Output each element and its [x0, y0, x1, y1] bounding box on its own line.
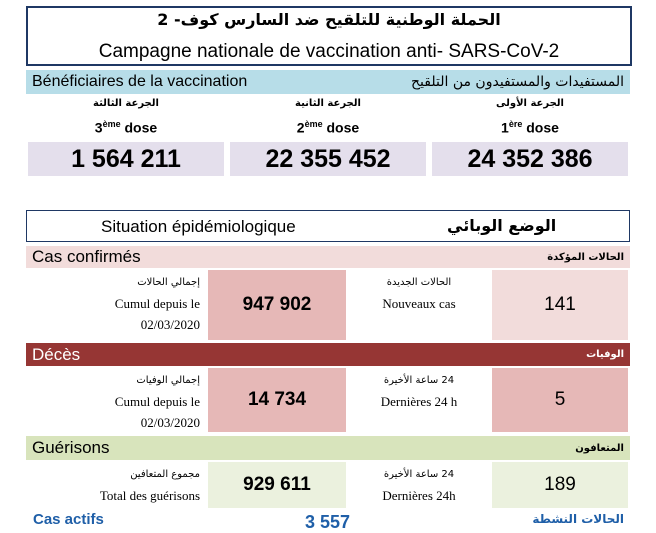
- total-label-fr: Cumul depuis le: [114, 296, 200, 311]
- epi-title-ar: الوضع الوبائي: [447, 216, 557, 235]
- dose-label-ar: الجرعة الأولى: [496, 98, 564, 109]
- section-bar: Décès الوفيات: [26, 343, 630, 366]
- active-label-ar: الحالات النشطة: [532, 512, 624, 526]
- recent-value: 5: [492, 368, 628, 432]
- section-bar: Guérisons المتعافون: [26, 436, 630, 460]
- total-label-ar: إجمالي الوفيات: [136, 375, 200, 386]
- total-value: 947 902: [208, 270, 346, 340]
- dose-number: 3: [94, 119, 103, 136]
- section-label-fr: Guérisons: [32, 438, 110, 457]
- dose-label-fr: 1ère dose: [432, 119, 628, 136]
- header-box: الحملة الوطنية للتلقيح ضد السارس كوف- 2 …: [26, 6, 632, 66]
- section-label-fr: Cas confirmés: [32, 247, 141, 266]
- recent-label-fr: Nouveaux cas: [382, 296, 456, 311]
- dose-label-ar: الجرعة الثانية: [295, 98, 361, 109]
- recent-label-fr: Dernières 24h: [382, 488, 456, 503]
- total-date: 02/03/2020: [140, 415, 200, 430]
- dose-number: 2: [296, 119, 305, 136]
- total-value: 929 611: [208, 462, 346, 508]
- vaccination-bar: Bénéficiaires de la vaccination المستفيد…: [26, 70, 630, 94]
- dose-number: 1: [501, 119, 509, 136]
- section-label-fr: Décès: [32, 344, 81, 364]
- total-cell: مجموع المتعافين Total des guérisons: [26, 462, 206, 508]
- dose-suffix: ère: [508, 119, 523, 129]
- dose-label-fr: 3ème dose: [28, 119, 224, 136]
- total-value: 14 734: [208, 368, 346, 432]
- dose-word: dose: [124, 119, 158, 136]
- recent-value: 141: [492, 270, 628, 340]
- dose-suffix: ème: [102, 119, 121, 129]
- dose-value: 1 564 211: [28, 142, 224, 176]
- section-label-ar: المتعافون: [575, 442, 624, 454]
- active-label-fr: Cas actifs: [33, 511, 104, 528]
- recent-label-ar: 24 ساعة الأخيرة: [383, 469, 455, 480]
- recent-cell: الحالات الجديدة Nouveaux cas: [348, 270, 490, 340]
- active-value: 3 557: [305, 512, 351, 532]
- section-label-ar: الوفيات: [586, 349, 624, 360]
- epi-title-fr: Situation épidémiologique: [101, 217, 296, 236]
- recent-label-fr: Dernières 24 h: [380, 394, 458, 409]
- dose-value: 24 352 386: [432, 142, 628, 176]
- dose-word: dose: [526, 119, 559, 136]
- dose-label-ar: الجرعة الثالثة: [93, 98, 159, 109]
- recent-label-ar: الحالات الجديدة: [386, 277, 452, 288]
- section-label-ar: الحالات المؤكدة: [547, 251, 624, 263]
- recent-cell: 24 ساعة الأخيرة Dernières 24h: [348, 462, 490, 508]
- title-ar: الحملة الوطنية للتلقيح ضد السارس كوف- 2: [157, 10, 501, 29]
- dose-suffix: ème: [304, 119, 323, 129]
- recent-value: 189: [492, 462, 628, 508]
- total-date: 02/03/2020: [140, 317, 200, 332]
- total-cell: إجمالي الوفيات Cumul depuis le 02/03/2020: [26, 368, 206, 432]
- vaccination-label-fr: Bénéficiaires de la vaccination: [32, 73, 248, 90]
- vaccination-label-ar: المستفيدات والمستفيدون من التلقيح: [411, 74, 624, 90]
- total-label-fr: Cumul depuis le: [114, 394, 200, 409]
- recent-label-ar: 24 ساعة الأخيرة: [383, 375, 455, 386]
- total-label-ar: مجموع المتعافين: [130, 469, 200, 480]
- total-cell: إجمالي الحالات Cumul depuis le 02/03/2020: [26, 270, 206, 340]
- epi-title-box: Situation épidémiologique الوضع الوبائي: [26, 210, 630, 242]
- title-fr: Campagne nationale de vaccination anti- …: [98, 41, 560, 62]
- dose-word: dose: [326, 119, 360, 136]
- recent-cell: 24 ساعة الأخيرة Dernières 24 h: [348, 368, 490, 432]
- dose-value: 22 355 452: [230, 142, 426, 176]
- total-label-fr: Total des guérisons: [99, 488, 200, 503]
- section-bar: Cas confirmés الحالات المؤكدة: [26, 246, 630, 268]
- total-label-ar: إجمالي الحالات: [137, 277, 200, 288]
- dose-label-fr: 2ème dose: [230, 119, 426, 136]
